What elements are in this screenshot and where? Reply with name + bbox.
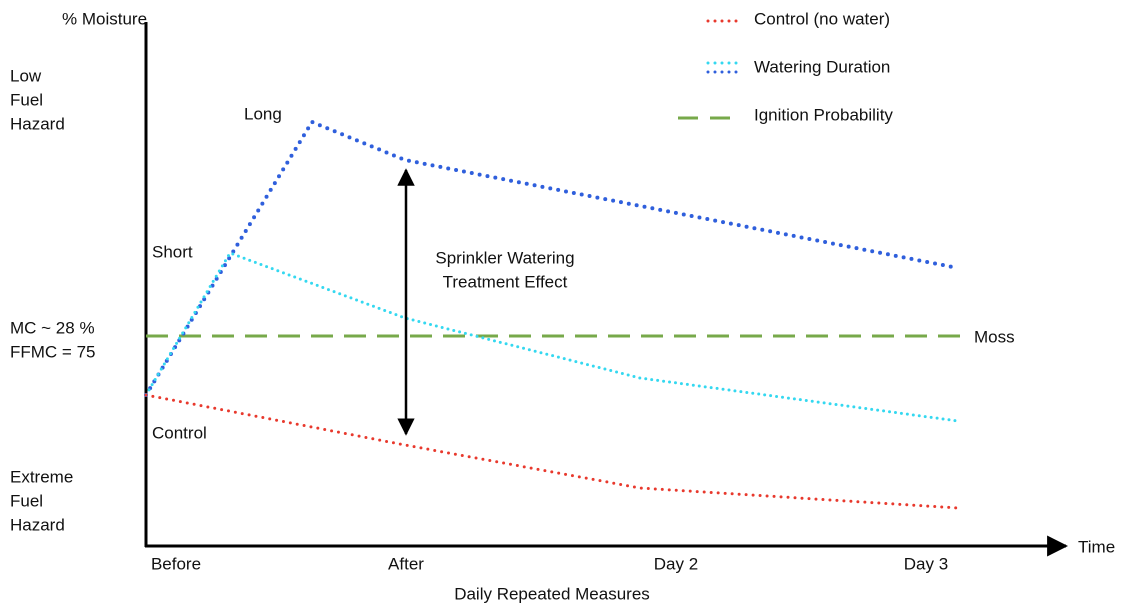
y-top-label: Hazard — [10, 114, 65, 133]
y-axis-label: % Moisture — [62, 9, 147, 28]
effect-label: Sprinkler Watering — [435, 248, 574, 267]
x-tick-label: Before — [151, 554, 201, 573]
moss-label: Moss — [974, 327, 1015, 346]
y-bottom-label: Fuel — [10, 491, 43, 510]
y-top-label: Fuel — [10, 90, 43, 109]
effect-label: Treatment Effect — [443, 272, 568, 291]
x-axis-label: Time — [1078, 537, 1115, 556]
x-tick-label: After — [388, 554, 424, 573]
threshold-label: FFMC = 75 — [10, 342, 96, 361]
control-label: Control — [152, 423, 207, 442]
x-tick-label: Day 2 — [654, 554, 698, 573]
y-top-label: Low — [10, 66, 42, 85]
x-axis-title: Daily Repeated Measures — [454, 584, 650, 603]
x-tick-label: Day 3 — [904, 554, 948, 573]
long-watering-line — [144, 119, 960, 397]
short-watering-line — [144, 251, 960, 423]
y-bottom-label: Extreme — [10, 467, 73, 486]
legend-label: Control (no water) — [754, 9, 890, 28]
legend-label: Watering Duration — [754, 57, 890, 76]
threshold-label: MC ~ 28 % — [10, 318, 95, 337]
y-bottom-label: Hazard — [10, 515, 65, 534]
long-label: Long — [244, 104, 282, 123]
short-label: Short — [152, 242, 193, 261]
legend-label: Ignition Probability — [754, 105, 893, 124]
control-line — [144, 393, 960, 510]
